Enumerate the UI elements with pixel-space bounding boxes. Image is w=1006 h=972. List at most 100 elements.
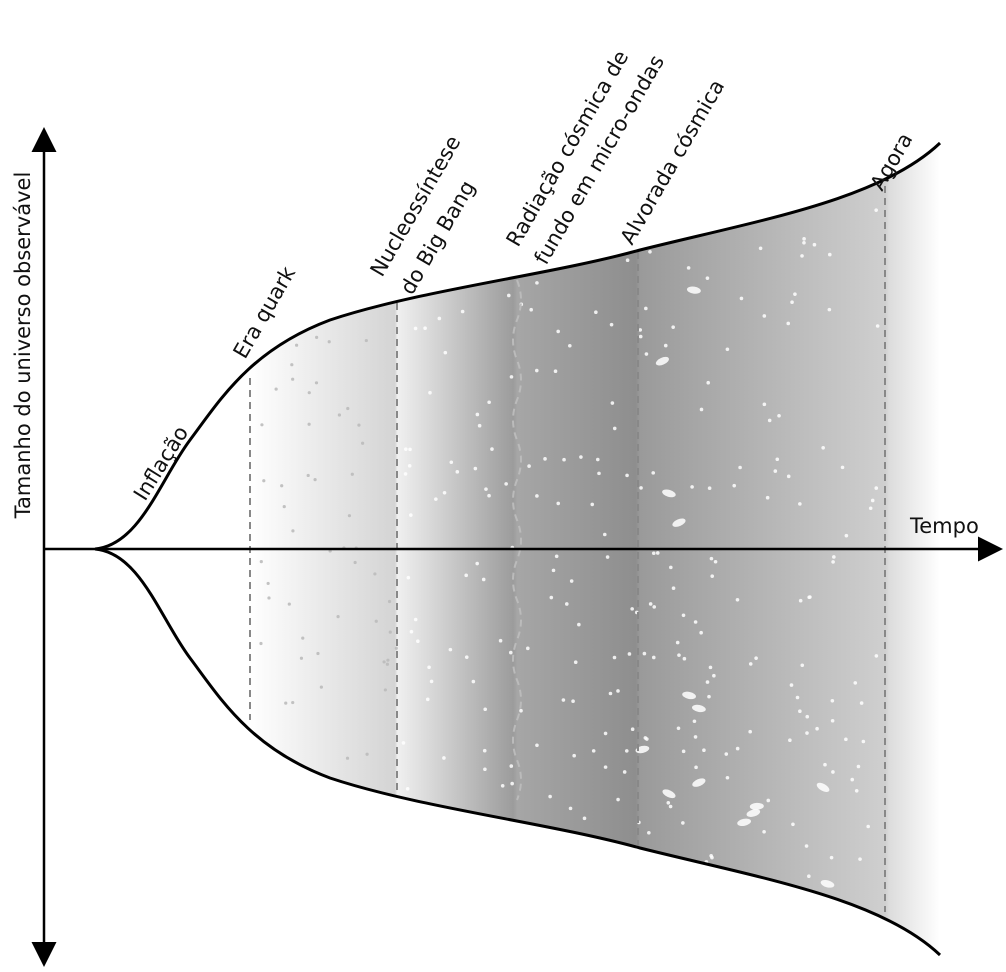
star [830, 699, 835, 703]
star [671, 325, 675, 329]
star [386, 658, 390, 662]
star [260, 423, 264, 427]
star [659, 863, 664, 868]
star [639, 486, 643, 490]
star [675, 913, 689, 921]
star [409, 513, 413, 517]
star [655, 551, 660, 555]
star [767, 418, 772, 423]
star [874, 208, 878, 212]
x-axis-label: Tempo [909, 514, 979, 538]
star [854, 788, 859, 793]
star [481, 577, 486, 582]
y-axis-label: Tamanho do universo observável [11, 172, 35, 520]
star [307, 391, 311, 395]
star [364, 210, 368, 215]
star [315, 335, 319, 339]
star [276, 213, 281, 218]
star [442, 756, 446, 760]
star [561, 698, 566, 702]
star [786, 321, 791, 326]
star [705, 276, 710, 280]
star [568, 344, 572, 348]
star [535, 281, 539, 285]
star [666, 800, 671, 805]
star [805, 714, 810, 719]
star [434, 497, 438, 501]
star [267, 180, 271, 185]
star [409, 629, 414, 634]
star [774, 932, 778, 937]
star [420, 900, 425, 905]
star [786, 474, 791, 479]
star [522, 897, 526, 902]
star [749, 802, 764, 810]
star [519, 708, 523, 713]
star [265, 910, 269, 914]
star [627, 652, 632, 656]
star [316, 651, 320, 656]
star [648, 249, 652, 254]
star [579, 455, 583, 459]
star [648, 883, 662, 892]
star [573, 660, 578, 665]
star [290, 763, 295, 768]
star [548, 794, 552, 799]
star [662, 489, 676, 498]
star [423, 326, 427, 331]
star [508, 184, 513, 188]
star [438, 944, 442, 948]
star [416, 639, 420, 644]
star [506, 293, 511, 298]
star [535, 494, 539, 498]
star [342, 242, 346, 246]
star [473, 466, 478, 471]
star [291, 377, 295, 381]
star [381, 172, 385, 176]
star [345, 756, 350, 760]
star [603, 731, 608, 736]
star [262, 479, 266, 483]
star [595, 457, 600, 462]
star [500, 783, 505, 788]
star [748, 729, 752, 734]
star [405, 853, 410, 858]
star [594, 310, 598, 315]
star [379, 154, 383, 158]
star [516, 918, 521, 923]
star [554, 554, 559, 559]
star [484, 487, 488, 491]
star [401, 741, 406, 745]
star [491, 221, 495, 225]
star [268, 797, 272, 802]
star [732, 483, 737, 488]
star [280, 484, 284, 488]
star [707, 486, 712, 491]
star [609, 322, 614, 327]
star [373, 572, 377, 576]
star [617, 921, 622, 926]
star [336, 272, 340, 276]
star [707, 694, 711, 699]
star [622, 770, 627, 774]
star [820, 880, 835, 888]
star [835, 946, 839, 951]
star [832, 164, 837, 169]
star [327, 340, 331, 344]
star [788, 738, 792, 742]
star [710, 855, 714, 860]
star [509, 764, 514, 768]
star [477, 239, 481, 243]
star [672, 518, 686, 527]
star [449, 460, 454, 465]
star [800, 663, 805, 668]
star [823, 762, 827, 767]
star [805, 731, 809, 735]
star [851, 928, 856, 932]
star [365, 752, 369, 756]
star [766, 798, 771, 803]
star [603, 765, 608, 769]
star [281, 230, 285, 235]
star [322, 880, 327, 885]
star [437, 316, 442, 321]
